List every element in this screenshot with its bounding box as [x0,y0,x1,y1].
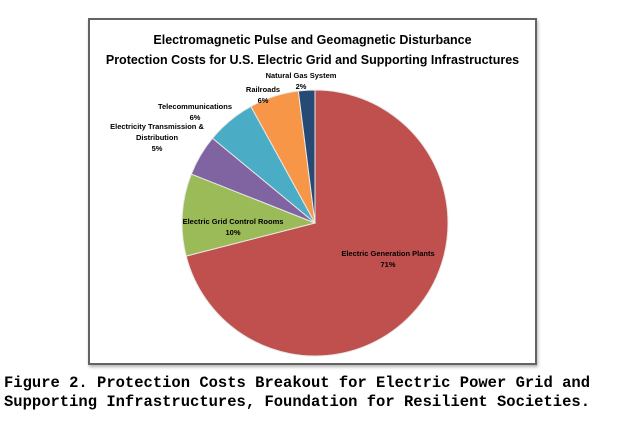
slice-label-electric-grid-control-rooms: Electric Grid Control Rooms 10% [182,217,284,237]
pie-slice-0 [185,89,449,357]
pie-chart-area: Electromagnetic Pulse and Geomagnetic Di… [90,20,535,363]
slice-label-electricity-transmission-distribution: Electricity Transmission & Distribution … [110,122,204,153]
slice-label-railroads: Railroads 6% [245,85,281,105]
chart-title: Electromagnetic Pulse and Geomagnetic Di… [90,30,535,70]
pie-slice-1 [181,173,317,257]
pie-slice-5 [297,89,316,224]
figure-caption-line2: Supporting Infrastructures, Foundation f… [4,393,590,411]
slice-label-natural-gas-system: Natural Gas System 2% [265,71,337,91]
slice-label-electric-generation-plants: Electric Generation Plants 71% [341,249,435,269]
figure-chart-frame: Electromagnetic Pulse and Geomagnetic Di… [88,18,537,365]
pie-chart [181,89,449,357]
figure-caption-line1: Figure 2. Protection Costs Breakout for … [4,374,590,392]
figure-caption: Figure 2. Protection Costs Breakout for … [4,374,590,412]
chart-title-line1: Electromagnetic Pulse and Geomagnetic Di… [153,33,472,47]
slice-label-telecommunications: Telecommunications 6% [157,102,233,122]
chart-title-line2: Protection Costs for U.S. Electric Grid … [105,53,520,67]
